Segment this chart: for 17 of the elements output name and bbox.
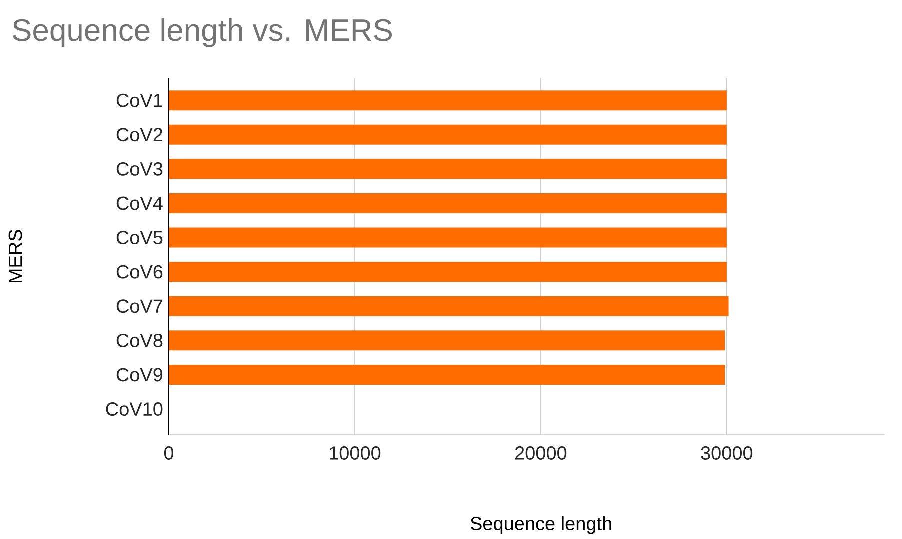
y-tick-label: CoV10 bbox=[106, 402, 163, 416]
y-tick-label: CoV7 bbox=[116, 300, 163, 314]
x-tick-label: 0 bbox=[164, 446, 174, 460]
y-tick-label: CoV6 bbox=[116, 265, 163, 279]
x-tick-label: 20000 bbox=[515, 446, 567, 460]
y-tick-label: CoV5 bbox=[116, 231, 163, 245]
x-tick-label: 30000 bbox=[701, 446, 753, 460]
y-tick-label: CoV9 bbox=[116, 368, 163, 382]
x-axis-title: Sequence length bbox=[470, 516, 612, 534]
x-tick-label: 10000 bbox=[330, 446, 381, 460]
y-tick-label: CoV2 bbox=[116, 128, 163, 142]
y-tick-label: CoV1 bbox=[116, 94, 163, 108]
chart-title: Sequence length vs. MERS bbox=[12, 18, 392, 48]
y-axis-title: MERS bbox=[8, 230, 22, 283]
y-tick-label: CoV4 bbox=[116, 196, 163, 210]
y-tick-label: CoV3 bbox=[116, 162, 163, 176]
y-tick-label: CoV8 bbox=[116, 334, 163, 348]
